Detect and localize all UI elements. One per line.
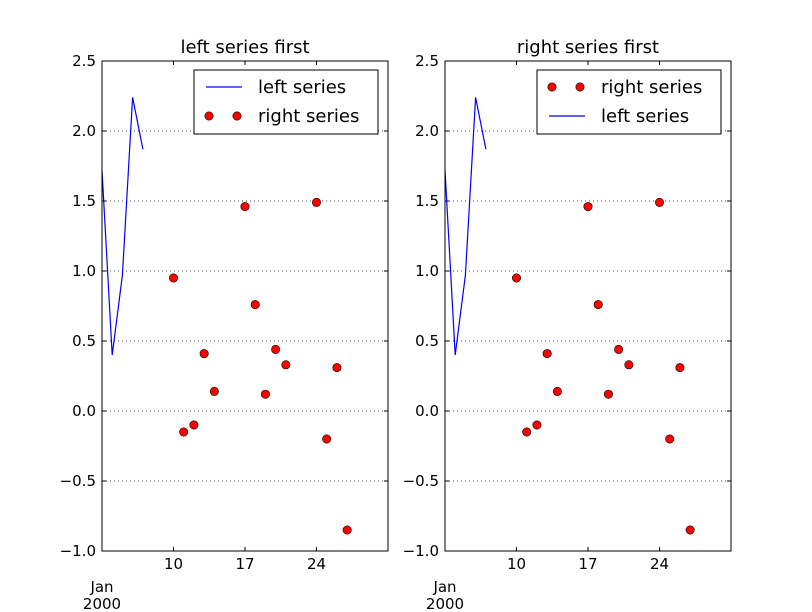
y-tick-label: 1.0 [72, 262, 96, 280]
y-tick-label: 0.5 [72, 332, 96, 350]
data-point-right-series [675, 363, 685, 373]
y-tick-label: 0.0 [415, 402, 439, 420]
data-point-right-series [271, 344, 281, 354]
data-point-right-series [542, 349, 552, 359]
y-tick-label: −0.5 [60, 472, 96, 490]
series-line-left-series [102, 97, 144, 356]
chart-title: right series first [517, 37, 659, 58]
axes-frame [101, 60, 389, 552]
x-tick-label: 10 [164, 555, 183, 573]
plot-content [102, 97, 352, 535]
data-point-right-series [250, 300, 260, 310]
y-tick-label: 2.5 [72, 52, 96, 70]
data-point-right-series [624, 360, 634, 370]
data-point-right-series [240, 202, 250, 212]
data-point-right-series [614, 344, 624, 354]
y-tick-label: 2.0 [72, 122, 96, 140]
y-tick-label: 1.5 [72, 192, 96, 210]
data-point-right-series [685, 525, 695, 535]
data-point-right-series [332, 363, 342, 373]
legend-label: right series [258, 106, 359, 127]
data-point-right-series [199, 349, 209, 359]
y-tick-label: 1.0 [415, 262, 439, 280]
series-line-left-series [445, 97, 487, 356]
legend-swatch-marker [204, 111, 214, 121]
data-point-right-series [665, 434, 675, 444]
data-point-right-series [189, 420, 199, 430]
data-point-right-series [169, 273, 179, 283]
y-tick-label: 1.5 [415, 192, 439, 210]
y-tick-label: −1.0 [403, 542, 439, 560]
data-point-right-series [552, 386, 562, 396]
legend: right series left series [536, 69, 722, 135]
data-point-right-series [583, 202, 593, 212]
x-year-label: 2000 [426, 595, 464, 612]
data-point-right-series [209, 386, 219, 396]
x-tick-label: 24 [650, 555, 669, 573]
legend-box [536, 69, 722, 135]
x-year-label: 2000 [83, 595, 121, 612]
plot-area [102, 61, 388, 551]
data-point-right-series [603, 389, 613, 399]
x-tick-label: 10 [507, 555, 526, 573]
data-point-right-series [322, 434, 332, 444]
y-tick-label: 0.5 [415, 332, 439, 350]
legend: left series right series [193, 69, 379, 135]
data-point-right-series [260, 389, 270, 399]
y-tick-label: −1.0 [60, 542, 96, 560]
data-point-right-series [654, 197, 664, 207]
data-point-right-series [179, 427, 189, 437]
data-point-right-series [593, 300, 603, 310]
y-tick-label: 0.0 [72, 402, 96, 420]
legend-label: right series [601, 77, 702, 98]
legend-label: left series [258, 77, 346, 98]
legend-box [193, 69, 379, 135]
legend-swatch-marker [547, 82, 557, 92]
data-point-right-series [311, 197, 321, 207]
data-point-right-series [532, 420, 542, 430]
legend-swatch-marker [575, 82, 585, 92]
x-month-label: Jan [432, 578, 456, 596]
x-month-label: Jan [89, 578, 113, 596]
plot-area [445, 61, 731, 551]
axes-frame [444, 60, 732, 552]
data-point-right-series [281, 360, 291, 370]
y-tick-label: 2.0 [415, 122, 439, 140]
data-point-right-series [511, 273, 521, 283]
chart-title: left series first [180, 37, 309, 58]
plot-content [445, 97, 695, 535]
data-point-right-series [342, 525, 352, 535]
legend-swatch-marker [232, 111, 242, 121]
x-tick-label: 24 [307, 555, 326, 573]
y-tick-label: −0.5 [403, 472, 439, 490]
legend-label: left series [601, 106, 689, 127]
x-tick-label: 17 [235, 555, 254, 573]
x-tick-label: 17 [578, 555, 597, 573]
y-tick-label: 2.5 [415, 52, 439, 70]
data-point-right-series [522, 427, 532, 437]
